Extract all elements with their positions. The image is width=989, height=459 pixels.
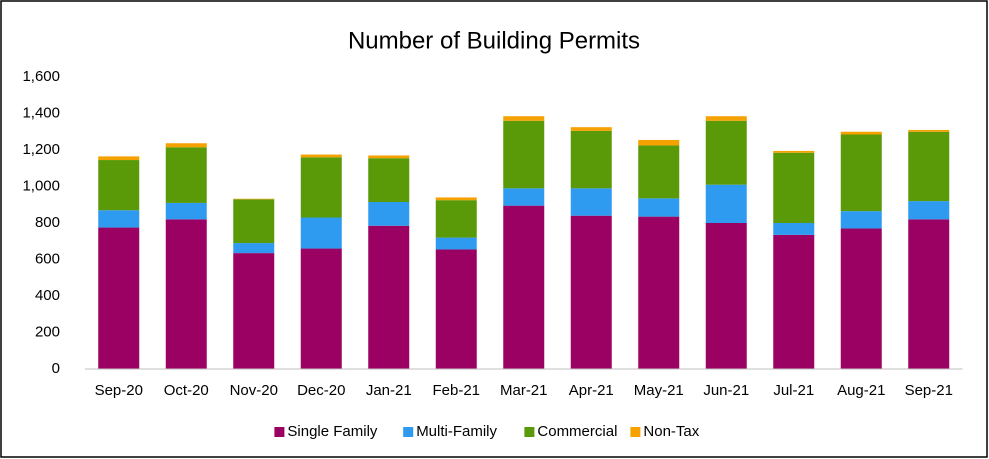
y-tick-label: 1,600 bbox=[22, 68, 60, 85]
bar-segment bbox=[435, 249, 477, 369]
y-tick-label: 600 bbox=[35, 250, 60, 267]
bar-segment bbox=[773, 234, 815, 369]
x-tick-label: Dec-20 bbox=[297, 382, 345, 399]
x-tick-label: Mar-21 bbox=[500, 382, 548, 399]
x-tick-label: Oct-20 bbox=[164, 382, 209, 399]
bar-segment bbox=[840, 134, 882, 212]
bar-segment bbox=[638, 216, 680, 369]
y-tick-label: 400 bbox=[35, 287, 60, 304]
bar-segment bbox=[435, 197, 477, 201]
bar-segment bbox=[503, 188, 545, 206]
bar-segment bbox=[570, 130, 612, 189]
y-tick-label: 200 bbox=[35, 323, 60, 340]
bar-segment bbox=[908, 129, 950, 132]
legend-swatch bbox=[524, 427, 535, 437]
bar-segment bbox=[300, 154, 342, 158]
bar-segment bbox=[368, 155, 410, 159]
bar-segment bbox=[638, 198, 680, 217]
bar-segment bbox=[233, 199, 275, 244]
bar-segment bbox=[840, 211, 882, 229]
bar-segment bbox=[98, 156, 140, 161]
bar-segment bbox=[233, 198, 275, 200]
x-tick-label: Apr-21 bbox=[569, 382, 614, 399]
bar-segment bbox=[503, 205, 545, 369]
bar-segment bbox=[98, 227, 140, 369]
bar-segment bbox=[165, 143, 207, 148]
bar-segment bbox=[908, 131, 950, 202]
bar-segment bbox=[503, 120, 545, 189]
bar-segment bbox=[570, 188, 612, 216]
legend-label: Non-Tax bbox=[643, 423, 699, 440]
bar-segment bbox=[705, 184, 747, 223]
bar-segment bbox=[165, 202, 207, 220]
bar-segment bbox=[368, 202, 410, 226]
x-tick-label: Aug-21 bbox=[837, 382, 885, 399]
legend-swatch bbox=[403, 427, 414, 437]
x-tick-label: May-21 bbox=[634, 382, 684, 399]
bar-segment bbox=[165, 219, 207, 369]
bar-segment bbox=[705, 116, 747, 121]
y-tick-label: 1,200 bbox=[22, 141, 60, 158]
x-tick-label: Jun-21 bbox=[703, 382, 749, 399]
y-tick-label: 1,400 bbox=[22, 104, 60, 121]
bar-segment bbox=[368, 225, 410, 369]
bar-segment bbox=[98, 210, 140, 228]
legend-label: Commercial bbox=[537, 423, 617, 440]
bar-segment bbox=[705, 223, 747, 369]
bar-segment bbox=[368, 158, 410, 203]
bar-segment bbox=[773, 150, 815, 153]
x-tick-label: Jan-21 bbox=[366, 382, 412, 399]
bar-segment bbox=[435, 200, 477, 238]
chart-title: Number of Building Permits bbox=[348, 27, 640, 54]
legend-swatch bbox=[274, 427, 285, 437]
legend-label: Single Family bbox=[287, 423, 378, 440]
y-tick-label: 800 bbox=[35, 214, 60, 231]
bar-segment bbox=[773, 223, 815, 235]
x-tick-label: Jul-21 bbox=[773, 382, 814, 399]
bar-segment bbox=[233, 243, 275, 254]
bar-segment bbox=[638, 145, 680, 199]
bar-segment bbox=[570, 215, 612, 369]
bar-segment bbox=[705, 120, 747, 185]
legend-swatch bbox=[630, 427, 641, 437]
x-tick-label: Sep-20 bbox=[95, 382, 143, 399]
bar-segment bbox=[300, 157, 342, 218]
bar-segment bbox=[908, 219, 950, 369]
bar-segment bbox=[165, 147, 207, 203]
bar-segment bbox=[908, 201, 950, 220]
bar-segment bbox=[570, 127, 612, 131]
x-tick-label: Sep-21 bbox=[905, 382, 953, 399]
y-tick-label: 1,000 bbox=[22, 177, 60, 194]
bar-segment bbox=[840, 228, 882, 369]
bar-segment bbox=[503, 116, 545, 121]
bar-segment bbox=[300, 217, 342, 249]
bar-segment bbox=[638, 139, 680, 146]
bar-segment bbox=[98, 160, 140, 211]
x-tick-label: Feb-21 bbox=[432, 382, 480, 399]
bar-segment bbox=[773, 152, 815, 223]
x-tick-label: Nov-20 bbox=[230, 382, 278, 399]
bar-segment bbox=[435, 237, 477, 250]
bar-segment bbox=[233, 253, 275, 369]
y-tick-label: 0 bbox=[52, 360, 60, 377]
legend-label: Multi-Family bbox=[416, 423, 497, 440]
bar-segment bbox=[840, 131, 882, 135]
bar-segment bbox=[300, 248, 342, 369]
